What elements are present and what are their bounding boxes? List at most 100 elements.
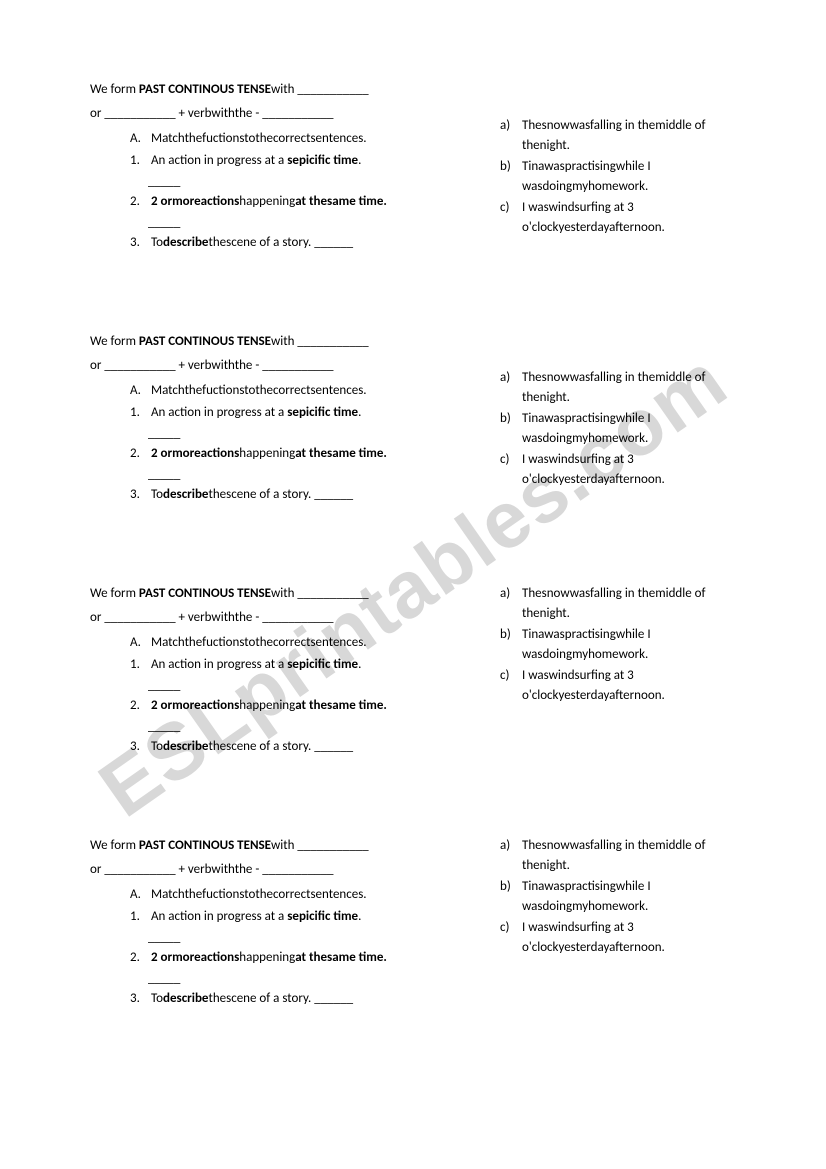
item-bold: at thesame time. xyxy=(295,950,387,965)
sentence-text: Thesnowwasfalling in themiddle of thenig… xyxy=(522,584,750,623)
sentence-c: c) I waswindsurfing at 3 o'clockyesterda… xyxy=(500,666,750,705)
answer-blank: _____ xyxy=(130,928,470,948)
intro-line-2: or ___________ + verbwiththe - _________… xyxy=(90,860,470,880)
list-item-2: 2. 2 ormoreactionshappeningat thesame ti… xyxy=(130,948,470,968)
intro-blank: with ___________ xyxy=(271,838,369,853)
item-bold: describe xyxy=(163,235,208,250)
item-bold: sepicific time xyxy=(287,405,358,420)
sentence-label: a) xyxy=(500,836,522,875)
sentence-line: I waswindsurfing at 3 xyxy=(522,452,634,467)
item-label: 3. xyxy=(130,233,148,253)
functions-list: A. Matchthefuctionstothecorrectsentences… xyxy=(90,885,470,1008)
item-bold: describe xyxy=(163,991,208,1006)
item-bold: 2 ormoreactions xyxy=(151,194,239,209)
right-column: a) Thesnowwasfalling in themiddle of the… xyxy=(470,836,750,1010)
sentence-label: c) xyxy=(500,918,522,957)
item-bold: sepicific time xyxy=(287,909,358,924)
answer-blank: _____ xyxy=(130,465,470,485)
item-text: To xyxy=(151,991,163,1006)
list-item-1: 1. An action in progress at a sepicific … xyxy=(130,151,470,171)
answer-blank: _____ xyxy=(130,717,470,737)
item-text-end: . xyxy=(358,657,361,672)
exercise-block: We form PAST CONTINOUS TENSEwith _______… xyxy=(0,836,826,1010)
right-column: a) Thesnowwasfalling in themiddle of the… xyxy=(470,584,750,758)
functions-list: A. Matchthefuctionstothecorrectsentences… xyxy=(90,633,470,756)
list-heading: A. Matchthefuctionstothecorrectsentences… xyxy=(130,381,470,401)
sentence-label: a) xyxy=(500,368,522,407)
sentence-label: a) xyxy=(500,584,522,623)
item-bold: describe xyxy=(163,739,208,754)
item-label: 1. xyxy=(130,151,148,171)
sentence-text: Thesnowwasfalling in themiddle of thenig… xyxy=(522,116,750,155)
intro-text: We form xyxy=(90,334,139,349)
sentence-text: Thesnowwasfalling in themiddle of thenig… xyxy=(522,368,750,407)
item-text: An action in progress at a xyxy=(151,153,287,168)
intro-line-2: or ___________ + verbwiththe - _________… xyxy=(90,608,470,628)
sentence-text: I waswindsurfing at 3 o'clockyesterdayaf… xyxy=(522,918,750,957)
intro-blank: with ___________ xyxy=(271,82,369,97)
right-column: a) Thesnowwasfalling in themiddle of the… xyxy=(470,332,750,506)
sentence-c: c) I waswindsurfing at 3 o'clockyesterda… xyxy=(500,198,750,237)
sentence-b: b) Tinawaspractisingwhile I wasdoingmyho… xyxy=(500,625,750,664)
sentence-line: Tinawaspractisingwhile I xyxy=(522,411,651,426)
item-text: To xyxy=(151,487,163,502)
item-bold: at thesame time. xyxy=(295,194,387,209)
item-label: 2. xyxy=(130,444,148,464)
page-content: We form PAST CONTINOUS TENSEwith _______… xyxy=(0,80,826,1010)
item-text-end: thescene of a story. ______ xyxy=(208,739,353,754)
sentence-text: I waswindsurfing at 3 o'clockyesterdayaf… xyxy=(522,450,750,489)
sentence-b: b) Tinawaspractisingwhile I wasdoingmyho… xyxy=(500,877,750,916)
sentence-line: wasdoingmyhomework. xyxy=(522,647,648,662)
intro-bold: PAST CONTINOUS TENSE xyxy=(139,82,271,97)
sentence-line: o'clockyesterdayafternoon. xyxy=(522,940,665,955)
sentence-line: I waswindsurfing at 3 xyxy=(522,920,634,935)
list-heading: A. Matchthefuctionstothecorrectsentences… xyxy=(130,129,470,149)
item-text: happening xyxy=(239,446,295,461)
intro-bold: PAST CONTINOUS TENSE xyxy=(139,334,271,349)
sentence-label: b) xyxy=(500,409,522,448)
intro-bold: PAST CONTINOUS TENSE xyxy=(139,838,271,853)
item-label: 2. xyxy=(130,696,148,716)
sentence-line: wasdoingmyhomework. xyxy=(522,899,648,914)
list-heading: A. Matchthefuctionstothecorrectsentences… xyxy=(130,633,470,653)
list-item-2: 2. 2 ormoreactionshappeningat thesame ti… xyxy=(130,192,470,212)
item-text: An action in progress at a xyxy=(151,405,287,420)
heading-text: Matchthefuctionstothecorrectsentences. xyxy=(151,131,367,146)
item-bold: sepicific time xyxy=(287,153,358,168)
sentence-label: c) xyxy=(500,666,522,705)
intro-text: We form xyxy=(90,82,139,97)
item-bold: 2 ormoreactions xyxy=(151,950,239,965)
list-heading: A. Matchthefuctionstothecorrectsentences… xyxy=(130,885,470,905)
sentence-label: b) xyxy=(500,157,522,196)
sentence-line: wasdoingmyhomework. xyxy=(522,179,648,194)
intro-blank: with ___________ xyxy=(271,334,369,349)
item-text-end: thescene of a story. ______ xyxy=(208,235,353,250)
item-label: 3. xyxy=(130,989,148,1009)
sentence-a: a) Thesnowwasfalling in themiddle of the… xyxy=(500,116,750,155)
sentence-label: b) xyxy=(500,877,522,916)
exercise-block: We form PAST CONTINOUS TENSEwith _______… xyxy=(0,80,826,254)
item-bold: at thesame time. xyxy=(295,698,387,713)
heading-text: Matchthefuctionstothecorrectsentences. xyxy=(151,887,367,902)
sentence-line: I waswindsurfing at 3 xyxy=(522,200,634,215)
list-item-1: 1. An action in progress at a sepicific … xyxy=(130,655,470,675)
sentence-line: o'clockyesterdayafternoon. xyxy=(522,220,665,235)
exercise-block: We form PAST CONTINOUS TENSEwith _______… xyxy=(0,584,826,758)
item-text: An action in progress at a xyxy=(151,657,287,672)
sentence-text: I waswindsurfing at 3 o'clockyesterdayaf… xyxy=(522,666,750,705)
intro-line-1: We form PAST CONTINOUS TENSEwith _______… xyxy=(90,584,470,604)
heading-text: Matchthefuctionstothecorrectsentences. xyxy=(151,383,367,398)
sentence-text: Tinawaspractisingwhile I wasdoingmyhomew… xyxy=(522,877,750,916)
heading-text: Matchthefuctionstothecorrectsentences. xyxy=(151,635,367,650)
sentence-b: b) Tinawaspractisingwhile I wasdoingmyho… xyxy=(500,157,750,196)
item-bold: sepicific time xyxy=(287,657,358,672)
left-column: We form PAST CONTINOUS TENSEwith _______… xyxy=(90,332,470,506)
list-item-3: 3. Todescribethescene of a story. ______ xyxy=(130,485,470,505)
sentence-text: Tinawaspractisingwhile I wasdoingmyhomew… xyxy=(522,157,750,196)
intro-text: We form xyxy=(90,838,139,853)
answer-blank: _____ xyxy=(130,424,470,444)
item-label: 2. xyxy=(130,192,148,212)
sentence-c: c) I waswindsurfing at 3 o'clockyesterda… xyxy=(500,918,750,957)
item-text: To xyxy=(151,235,163,250)
sentence-b: b) Tinawaspractisingwhile I wasdoingmyho… xyxy=(500,409,750,448)
